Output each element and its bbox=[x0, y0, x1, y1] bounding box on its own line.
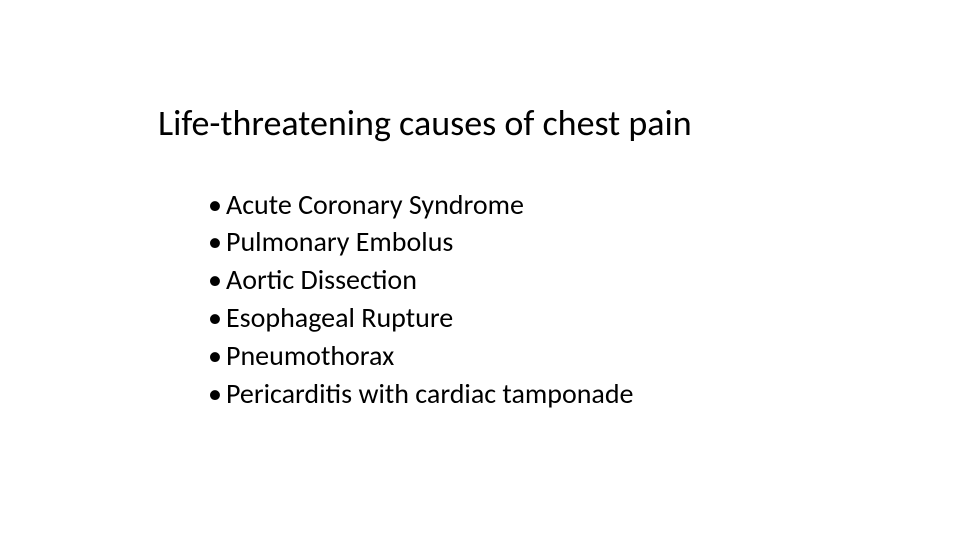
list-item: Acute Coronary Syndrome bbox=[208, 186, 960, 224]
list-item: Esophageal Rupture bbox=[208, 299, 960, 337]
list-item: Pneumothorax bbox=[208, 337, 960, 375]
list-item: Aortic Dissection bbox=[208, 261, 960, 299]
list-item: Pulmonary Embolus bbox=[208, 223, 960, 261]
bullet-list: Acute Coronary Syndrome Pulmonary Embolu… bbox=[158, 186, 960, 413]
slide-container: Life-threatening causes of chest pain Ac… bbox=[0, 0, 960, 540]
slide-title: Life-threatening causes of chest pain bbox=[158, 104, 960, 144]
list-item: Pericarditis with cardiac tamponade bbox=[208, 375, 960, 413]
